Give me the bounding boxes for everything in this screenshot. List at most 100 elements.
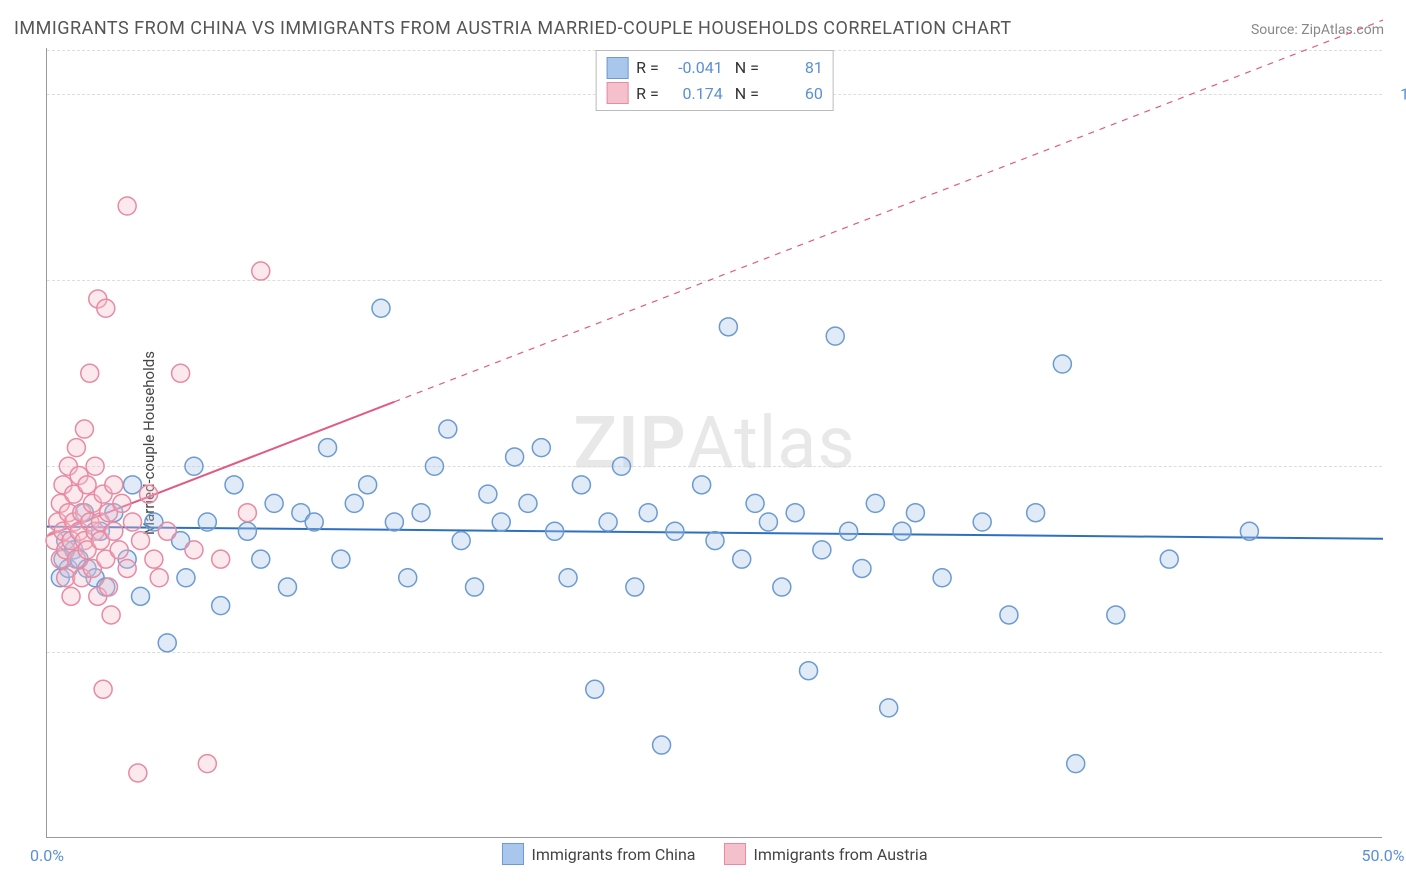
scatter-svg xyxy=(47,48,1382,837)
scatter-point xyxy=(800,662,818,680)
scatter-point xyxy=(586,680,604,698)
scatter-point xyxy=(62,587,80,605)
scatter-point xyxy=(150,569,168,587)
scatter-point xyxy=(129,764,147,782)
legend-label-china: Immigrants from China xyxy=(531,845,695,864)
stats-row-austria: R = 0.174 N = 60 xyxy=(606,81,823,107)
scatter-point xyxy=(719,318,737,336)
scatter-point xyxy=(1240,522,1258,540)
scatter-point xyxy=(1027,504,1045,522)
scatter-point xyxy=(345,494,363,512)
scatter-point xyxy=(86,457,104,475)
scatter-point xyxy=(653,736,671,754)
swatch-china xyxy=(501,843,523,865)
scatter-point xyxy=(813,541,831,559)
scatter-point xyxy=(212,550,230,568)
scatter-point xyxy=(906,504,924,522)
r-label: R = xyxy=(636,81,659,107)
scatter-point xyxy=(385,513,403,531)
n-label: N = xyxy=(731,55,759,81)
scatter-point xyxy=(252,262,270,280)
scatter-point xyxy=(1067,755,1085,773)
scatter-point xyxy=(140,485,158,503)
n-value-china: 81 xyxy=(767,55,823,81)
scatter-point xyxy=(933,569,951,587)
plot-area: Married-couple Households ZIPAtlas 40.0%… xyxy=(46,48,1382,838)
scatter-point xyxy=(759,513,777,531)
r-label: R = xyxy=(636,55,659,81)
scatter-point xyxy=(853,559,871,577)
scatter-point xyxy=(439,420,457,438)
scatter-point xyxy=(519,494,537,512)
scatter-point xyxy=(177,569,195,587)
scatter-point xyxy=(238,504,256,522)
x-tick-label: 0.0% xyxy=(30,846,64,865)
scatter-point xyxy=(826,327,844,345)
swatch-austria xyxy=(606,82,628,104)
scatter-point xyxy=(118,197,136,215)
legend-label-austria: Immigrants from Austria xyxy=(753,845,927,864)
scatter-point xyxy=(198,513,216,531)
scatter-point xyxy=(546,522,564,540)
scatter-point xyxy=(124,476,142,494)
scatter-point xyxy=(185,541,203,559)
swatch-austria xyxy=(723,843,745,865)
scatter-point xyxy=(212,597,230,615)
legend-item-austria: Immigrants from Austria xyxy=(723,843,927,865)
scatter-point xyxy=(110,541,128,559)
scatter-point xyxy=(773,578,791,596)
scatter-point xyxy=(81,364,99,382)
legend-bottom: Immigrants from China Immigrants from Au… xyxy=(501,843,927,865)
scatter-point xyxy=(75,420,93,438)
scatter-point xyxy=(102,606,120,624)
n-label: N = xyxy=(731,81,759,107)
scatter-point xyxy=(172,364,190,382)
scatter-point xyxy=(452,532,470,550)
scatter-point xyxy=(252,550,270,568)
scatter-point xyxy=(332,550,350,568)
stats-legend-box: R = -0.041 N = 81 R = 0.174 N = 60 xyxy=(595,50,834,111)
scatter-point xyxy=(559,569,577,587)
scatter-point xyxy=(265,494,283,512)
scatter-point xyxy=(359,476,377,494)
scatter-point xyxy=(185,457,203,475)
scatter-point xyxy=(733,550,751,568)
scatter-point xyxy=(94,680,112,698)
scatter-point xyxy=(666,522,684,540)
scatter-point xyxy=(425,457,443,475)
scatter-point xyxy=(412,504,430,522)
scatter-point xyxy=(1160,550,1178,568)
scatter-point xyxy=(278,578,296,596)
scatter-point xyxy=(97,299,115,317)
scatter-point xyxy=(612,457,630,475)
scatter-point xyxy=(158,522,176,540)
scatter-point xyxy=(145,550,163,568)
scatter-point xyxy=(880,699,898,717)
scatter-point xyxy=(599,513,617,531)
scatter-point xyxy=(693,476,711,494)
scatter-point xyxy=(113,494,131,512)
scatter-point xyxy=(124,513,142,531)
n-value-austria: 60 xyxy=(767,81,823,107)
chart-title: IMMIGRANTS FROM CHINA VS IMMIGRANTS FROM… xyxy=(14,18,1012,39)
scatter-point xyxy=(372,299,390,317)
scatter-point xyxy=(746,494,764,512)
scatter-point xyxy=(118,559,136,577)
regression-line-dashed xyxy=(394,20,1383,402)
scatter-point xyxy=(479,485,497,503)
scatter-point xyxy=(1107,606,1125,624)
swatch-china xyxy=(606,57,628,79)
scatter-point xyxy=(572,476,590,494)
scatter-point xyxy=(67,439,85,457)
legend-item-china: Immigrants from China xyxy=(501,843,695,865)
scatter-point xyxy=(786,504,804,522)
scatter-point xyxy=(238,522,256,540)
scatter-point xyxy=(973,513,991,531)
stats-row-china: R = -0.041 N = 81 xyxy=(606,55,823,81)
scatter-point xyxy=(305,513,323,531)
y-tick-label: 100.0% xyxy=(1400,85,1406,104)
scatter-point xyxy=(706,532,724,550)
scatter-point xyxy=(840,522,858,540)
scatter-point xyxy=(132,532,150,550)
scatter-point xyxy=(626,578,644,596)
